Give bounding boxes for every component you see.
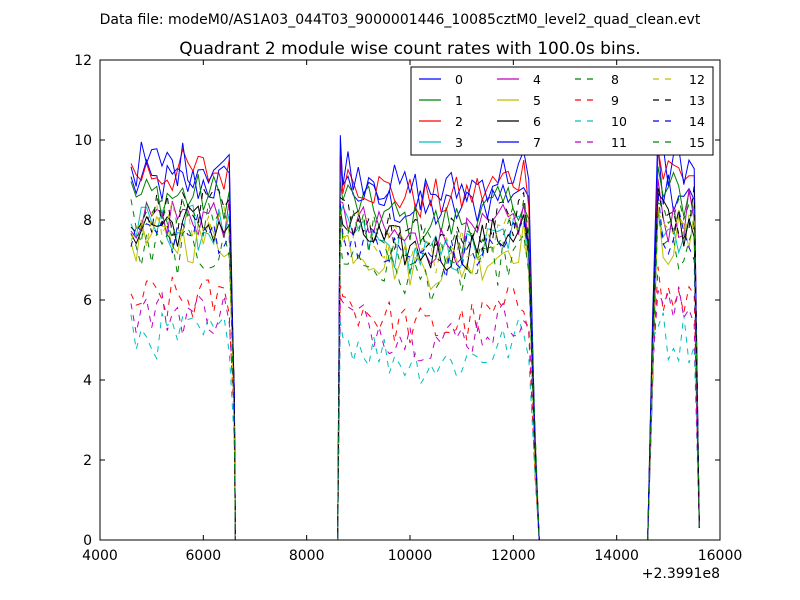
- x-tick-label: 16000: [698, 548, 743, 564]
- x-tick-label: 10000: [388, 548, 433, 564]
- series-line-3: [130, 204, 700, 540]
- series-line-13: [130, 185, 700, 540]
- series-line-12: [130, 200, 700, 540]
- legend-label-3: 3: [455, 135, 463, 150]
- legend-label-5: 5: [533, 93, 541, 108]
- series-line-8: [130, 213, 700, 540]
- legend-label-7: 7: [533, 135, 541, 150]
- y-tick-label: 4: [83, 373, 92, 389]
- x-tick-label: 14000: [594, 548, 639, 564]
- y-tick-label: 12: [74, 53, 92, 69]
- y-tick-label: 2: [83, 453, 92, 469]
- series-line-5: [130, 206, 700, 540]
- x-offset-label: +2.3991e8: [642, 566, 720, 582]
- series-line-14: [130, 191, 700, 540]
- plot-area: [130, 127, 700, 540]
- series-line-9: [130, 266, 700, 540]
- series-line-2: [130, 147, 700, 540]
- x-tick-label: 8000: [289, 548, 325, 564]
- legend-label-8: 8: [611, 72, 619, 87]
- legend-label-14: 14: [689, 114, 705, 129]
- legend-label-15: 15: [689, 135, 705, 150]
- legend-label-2: 2: [455, 114, 463, 129]
- series-line-10: [130, 311, 700, 540]
- legend-label-11: 11: [611, 135, 627, 150]
- y-tick-label: 8: [83, 213, 92, 229]
- x-tick-label: 4000: [82, 548, 118, 564]
- series-line-11: [130, 286, 700, 540]
- legend-label-13: 13: [689, 93, 705, 108]
- chart-title: Quadrant 2 module wise count rates with …: [179, 39, 640, 59]
- legend-label-9: 9: [611, 93, 619, 108]
- legend-box: [410, 66, 714, 156]
- y-tick-label: 10: [74, 133, 92, 149]
- series-line-6: [130, 192, 700, 540]
- legend-label-12: 12: [689, 72, 705, 87]
- x-tick-label: 12000: [491, 548, 536, 564]
- series-line-7: [130, 127, 700, 540]
- axis-ticks: 4000 6000 8000 10000 12000 14000 1600002468101…: [74, 53, 742, 564]
- series-line-0: [130, 143, 700, 540]
- series-line-15: [130, 196, 700, 540]
- y-tick-label: 0: [83, 533, 92, 549]
- legend-label-0: 0: [455, 72, 463, 87]
- legend-label-6: 6: [533, 114, 541, 129]
- legend-label-10: 10: [611, 114, 627, 129]
- legend-label-1: 1: [455, 93, 463, 108]
- y-tick-label: 6: [83, 293, 92, 309]
- legend-label-4: 4: [533, 72, 541, 87]
- x-tick-label: 6000: [186, 548, 222, 564]
- chart-suptitle: Data file: modeM0/AS1A03_044T03_90000014…: [100, 12, 701, 28]
